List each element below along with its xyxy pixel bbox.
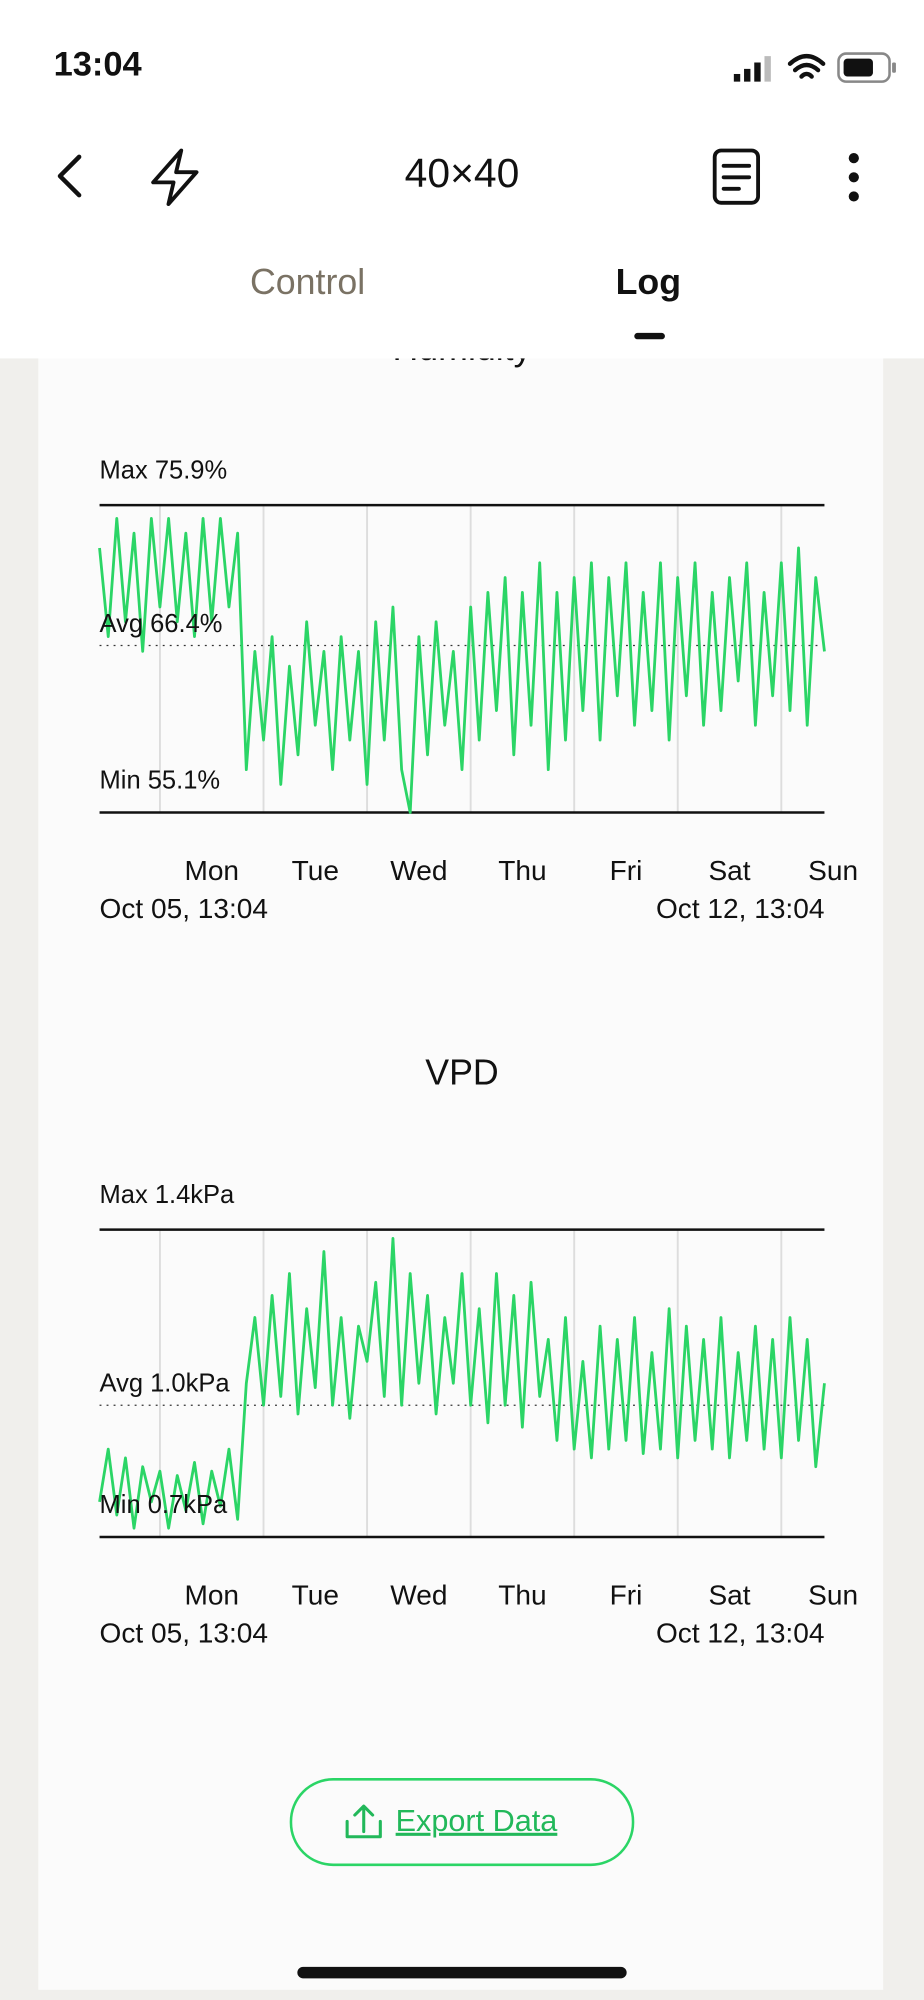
- y-tick-label: Min 55.1%: [100, 767, 221, 795]
- x-tick-label: Sun: [808, 1579, 858, 1610]
- y-tick-label: Max 75.9%: [100, 457, 228, 485]
- doc-lines: [721, 163, 752, 191]
- flash-button[interactable]: [151, 148, 199, 206]
- x-tick-label: Thu: [498, 1579, 546, 1610]
- x-tick-label: Fri: [610, 1579, 643, 1610]
- dot[interactable]: [848, 191, 859, 202]
- log-button[interactable]: [712, 148, 761, 205]
- x-tick-label: Mon: [184, 855, 239, 886]
- y-tick-label: Min 0.7kPa: [100, 1491, 228, 1519]
- more-button[interactable]: [848, 153, 859, 202]
- x-end-label: Oct 12, 13:04: [656, 893, 824, 924]
- chart-title: VPD: [425, 1053, 498, 1093]
- signal-bar: [744, 68, 751, 82]
- tab-indicator: [634, 332, 665, 340]
- battery-tip: [892, 62, 896, 73]
- status-icons: [733, 52, 896, 83]
- dot[interactable]: [848, 153, 859, 164]
- battery-frame: [837, 52, 891, 83]
- data-line: [98, 1236, 826, 1530]
- y-tick-label: Max 1.4kPa: [100, 1181, 236, 1209]
- x-tick-label: Thu: [498, 855, 546, 886]
- x-tick-label: Fri: [610, 855, 643, 886]
- y-tick-label: Avg 1.0kPa: [100, 1370, 231, 1398]
- export-icon: [345, 1804, 382, 1839]
- x-tick-label: Sun: [808, 855, 858, 886]
- x-start-label: Oct 05, 13:04: [100, 1618, 268, 1649]
- x-tick-label: Wed: [390, 1579, 447, 1610]
- x-tick-label: Mon: [184, 1579, 239, 1610]
- export-label[interactable]: Export Data: [396, 1804, 559, 1838]
- signal-bar: [764, 56, 771, 82]
- signal-bar: [733, 73, 741, 82]
- home-indicator: [297, 1966, 627, 1979]
- doc-icon[interactable]: [712, 148, 761, 205]
- x-tick-label: Tue: [292, 1579, 339, 1610]
- x-tick-label: Sat: [708, 1579, 750, 1610]
- x-tick-label: Sat: [708, 855, 750, 886]
- y-tick-label: Avg 66.4%: [100, 610, 223, 638]
- page-title: 40×40: [405, 150, 520, 196]
- x-tick-label: Wed: [390, 855, 447, 886]
- x-end-label: Oct 12, 13:04: [656, 1618, 824, 1649]
- battery-level: [843, 58, 873, 77]
- export-button-frame[interactable]: [289, 1778, 635, 1867]
- status-time: 13:04: [54, 45, 142, 83]
- signal-bar: [754, 62, 761, 82]
- tab-control[interactable]: Control: [250, 262, 365, 302]
- x-tick-label: Tue: [292, 855, 339, 886]
- back-button[interactable]: [57, 154, 82, 198]
- x-start-label: Oct 05, 13:04: [100, 893, 268, 924]
- tab-log[interactable]: Log: [616, 262, 681, 302]
- dot[interactable]: [848, 172, 859, 183]
- wifi-icon: [787, 53, 826, 79]
- data-line: [98, 516, 826, 814]
- export-button[interactable]: Export Data: [289, 1778, 635, 1867]
